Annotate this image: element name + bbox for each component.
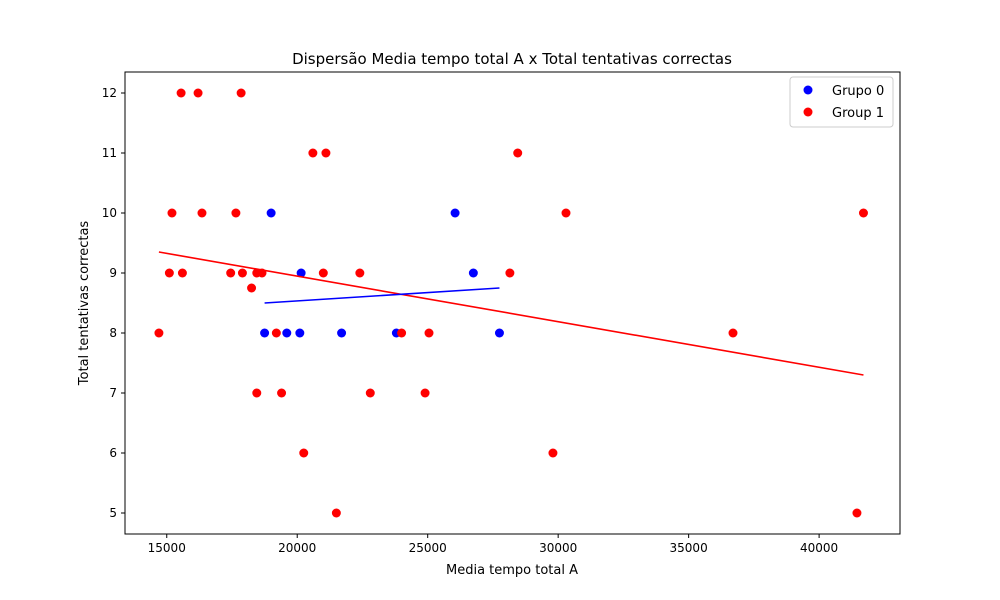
x-axis: 15000 20000 25000 30000 35000 40000 [148, 534, 838, 555]
data-point-series-0 [260, 328, 270, 338]
x-tick-label: 25000 [409, 541, 447, 555]
data-point-series-1 [247, 283, 257, 293]
data-point-series-0 [296, 268, 306, 278]
y-tick-label: 7 [109, 386, 117, 400]
data-point-series-1 [308, 148, 318, 158]
data-point-series-1 [271, 328, 281, 338]
x-tick-label: 20000 [278, 541, 316, 555]
legend: Grupo 0 Group 1 [789, 76, 894, 128]
legend-label-series-1: Group 1 [832, 106, 884, 121]
plot-area [125, 72, 900, 534]
y-axis-title: Total tentativas correctas [77, 221, 92, 387]
data-point-series-1 [505, 268, 515, 278]
x-tick-label: 35000 [670, 541, 708, 555]
x-tick-label: 15000 [148, 541, 186, 555]
y-tick-label: 9 [109, 266, 117, 280]
data-point-series-1 [858, 208, 868, 218]
data-point-series-1 [299, 448, 309, 458]
data-point-series-1 [252, 388, 262, 398]
y-tick-label: 5 [109, 506, 117, 520]
data-point-series-1 [167, 208, 177, 218]
data-point-series-1 [852, 508, 862, 518]
y-tick-label: 11 [102, 146, 117, 160]
data-point-series-1 [154, 328, 164, 338]
data-point-series-1 [176, 88, 186, 98]
data-point-series-1 [321, 148, 331, 158]
plot-frame [124, 71, 901, 535]
data-point-series-1 [177, 268, 187, 278]
data-point-series-1 [231, 208, 241, 218]
data-point-series-1 [548, 448, 558, 458]
data-point-series-1 [237, 268, 247, 278]
data-point-series-1 [561, 208, 571, 218]
y-axis: 5 6 7 8 9 10 11 12 [102, 86, 125, 520]
data-point-series-1 [236, 88, 246, 98]
data-point-series-0 [282, 328, 292, 338]
data-point-series-1 [365, 388, 375, 398]
x-tick-label: 30000 [539, 541, 577, 555]
fit-line-series-0 [264, 287, 500, 304]
data-point-series-1 [331, 508, 341, 518]
fit-line-series-1 [158, 251, 864, 376]
data-point-series-1 [420, 388, 430, 398]
legend-label-series-0: Grupo 0 [832, 84, 884, 99]
data-points [154, 88, 868, 518]
y-tick-label: 12 [102, 86, 117, 100]
data-point-series-1 [277, 388, 287, 398]
data-point-series-0 [494, 328, 504, 338]
data-point-series-0 [295, 328, 305, 338]
data-point-series-0 [450, 208, 460, 218]
data-point-series-1 [193, 88, 203, 98]
x-tick-label: 40000 [800, 541, 838, 555]
legend-marker-series-1 [803, 107, 813, 117]
x-axis-title: Media tempo total A [446, 563, 578, 578]
data-point-series-1 [728, 328, 738, 338]
fit-lines [158, 251, 864, 376]
data-point-series-0 [468, 268, 478, 278]
chart-title: Dispersão Media tempo total A x Total te… [292, 50, 732, 68]
data-point-series-1 [318, 268, 328, 278]
data-point-series-1 [226, 268, 236, 278]
legend-marker-series-0 [803, 85, 813, 95]
data-point-series-1 [197, 208, 207, 218]
data-point-series-1 [397, 328, 407, 338]
data-point-series-1 [513, 148, 523, 158]
legend-box [789, 76, 894, 128]
y-tick-label: 8 [109, 326, 117, 340]
y-tick-label: 6 [109, 446, 117, 460]
data-point-series-1 [424, 328, 434, 338]
data-point-series-0 [266, 208, 276, 218]
data-point-series-1 [355, 268, 365, 278]
data-point-series-0 [337, 328, 347, 338]
data-point-series-1 [164, 268, 174, 278]
y-tick-label: 10 [102, 206, 117, 220]
